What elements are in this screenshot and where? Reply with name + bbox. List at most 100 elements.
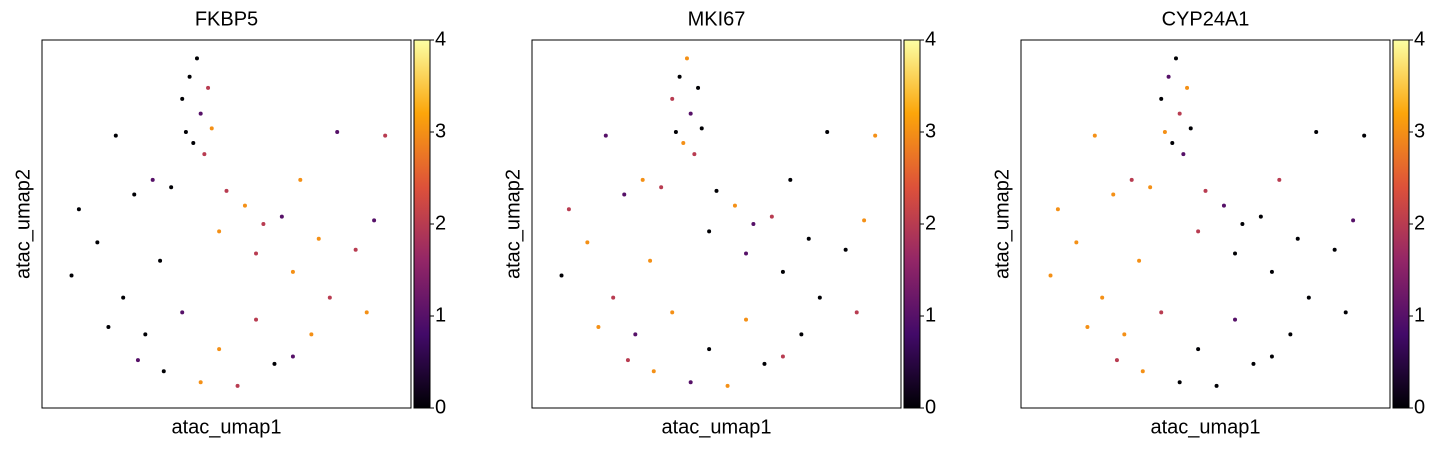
cell-point xyxy=(290,354,295,359)
cell-point xyxy=(1332,247,1337,252)
cell-point xyxy=(158,258,163,263)
cell-point xyxy=(1173,56,1178,61)
cell-point xyxy=(1214,383,1219,388)
cell-point xyxy=(95,240,100,245)
colorbar xyxy=(903,39,921,409)
panel-title: FKBP5 xyxy=(195,8,258,30)
colorbar-tick-label: 0 xyxy=(925,396,936,418)
cell-point xyxy=(744,251,749,256)
cell-point xyxy=(559,273,564,278)
colorbar-tick-label: 3 xyxy=(925,120,936,142)
cell-point xyxy=(1288,332,1293,337)
cell-point xyxy=(625,358,630,363)
cell-point xyxy=(611,295,616,300)
cell-point xyxy=(180,96,185,101)
cell-point xyxy=(364,310,369,315)
cell-point xyxy=(161,369,166,374)
cell-point xyxy=(780,269,785,274)
cell-point xyxy=(1258,214,1263,219)
cell-point xyxy=(1159,310,1164,315)
cell-point xyxy=(1166,74,1171,79)
cell-point xyxy=(751,222,756,226)
cell-point xyxy=(150,177,155,182)
cell-point xyxy=(69,273,74,278)
cell-point xyxy=(651,369,656,374)
cell-point xyxy=(169,185,174,190)
cell-point xyxy=(180,310,185,315)
cell-point xyxy=(714,188,719,193)
cell-point xyxy=(121,295,126,300)
cell-point xyxy=(217,229,222,234)
cell-point xyxy=(209,126,214,131)
cell-point xyxy=(633,332,638,337)
cell-point xyxy=(372,218,377,223)
cell-point xyxy=(183,130,188,134)
colorbar xyxy=(413,39,431,409)
cell-point xyxy=(707,347,712,352)
cell-point xyxy=(640,177,645,182)
plot-frame xyxy=(41,39,412,409)
cell-point xyxy=(596,325,601,330)
cell-point xyxy=(1188,126,1193,131)
cell-point xyxy=(353,247,358,252)
cell-point xyxy=(272,361,277,366)
cell-point xyxy=(298,177,303,182)
cell-point xyxy=(1085,325,1090,330)
cell-point xyxy=(603,133,608,138)
panel-title: MKI67 xyxy=(688,8,746,30)
cell-point xyxy=(1314,130,1319,134)
cell-point xyxy=(1048,273,1053,278)
cell-point xyxy=(1177,380,1182,385)
cell-point xyxy=(854,310,859,315)
cell-point xyxy=(1055,207,1060,212)
cell-point xyxy=(309,332,314,337)
cell-point xyxy=(806,236,811,241)
cell-point xyxy=(383,133,388,138)
cell-point xyxy=(817,295,822,300)
cell-point xyxy=(1122,332,1127,337)
colorbar-tick-label: 2 xyxy=(435,212,446,234)
cell-point xyxy=(143,332,148,337)
cell-point xyxy=(1343,310,1348,315)
cell-point xyxy=(1114,358,1119,363)
cell-point xyxy=(780,354,785,359)
cell-point xyxy=(1233,251,1238,256)
cell-point xyxy=(1129,177,1134,182)
cell-point xyxy=(688,380,693,385)
x-axis-label: atac_umap1 xyxy=(661,416,771,438)
x-axis-label: atac_umap1 xyxy=(171,416,281,438)
cell-point xyxy=(279,214,284,219)
cell-point xyxy=(261,222,266,226)
cell-point xyxy=(1351,218,1356,223)
colorbar-tick-label: 2 xyxy=(1414,212,1425,234)
cell-point xyxy=(224,188,229,193)
cell-point xyxy=(235,383,240,388)
cell-point xyxy=(1196,347,1201,352)
cell-point xyxy=(242,203,247,208)
cell-point xyxy=(1100,295,1105,300)
cell-point xyxy=(106,325,111,330)
cell-point xyxy=(744,317,749,322)
colorbar-tick-label: 1 xyxy=(925,304,936,326)
cell-point xyxy=(1162,130,1167,134)
cell-point xyxy=(1170,141,1175,146)
cell-point xyxy=(769,214,774,219)
cell-point xyxy=(135,358,140,363)
cell-point xyxy=(327,295,332,300)
cell-point xyxy=(1306,295,1311,300)
cell-point xyxy=(1181,152,1186,157)
cell-point xyxy=(566,207,571,212)
cell-point xyxy=(659,185,664,190)
cell-point xyxy=(132,192,137,197)
cell-point xyxy=(862,218,867,223)
plot-frame xyxy=(1020,39,1391,409)
cell-point xyxy=(1092,133,1097,138)
colorbar-tick-label: 1 xyxy=(435,304,446,326)
cell-point xyxy=(788,177,793,182)
cell-point xyxy=(670,310,675,315)
cell-point xyxy=(692,152,697,157)
y-axis-label: atac_umap2 xyxy=(12,169,34,279)
cell-point xyxy=(1185,85,1190,90)
cell-point xyxy=(585,240,590,245)
cell-point xyxy=(681,141,686,146)
